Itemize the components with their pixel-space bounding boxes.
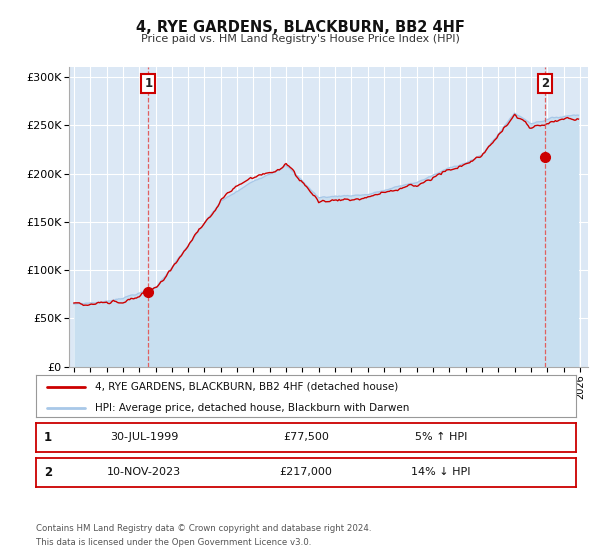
Text: Price paid vs. HM Land Registry's House Price Index (HPI): Price paid vs. HM Land Registry's House … [140, 34, 460, 44]
Text: 14% ↓ HPI: 14% ↓ HPI [411, 467, 471, 477]
Text: Contains HM Land Registry data © Crown copyright and database right 2024.: Contains HM Land Registry data © Crown c… [36, 524, 371, 533]
Text: 4, RYE GARDENS, BLACKBURN, BB2 4HF (detached house): 4, RYE GARDENS, BLACKBURN, BB2 4HF (deta… [95, 381, 398, 391]
Text: 10-NOV-2023: 10-NOV-2023 [107, 467, 181, 477]
Text: This data is licensed under the Open Government Licence v3.0.: This data is licensed under the Open Gov… [36, 538, 311, 547]
Text: 2: 2 [44, 465, 52, 479]
Text: £77,500: £77,500 [283, 432, 329, 442]
Text: 1: 1 [44, 431, 52, 444]
Text: £217,000: £217,000 [280, 467, 332, 477]
Text: 4, RYE GARDENS, BLACKBURN, BB2 4HF: 4, RYE GARDENS, BLACKBURN, BB2 4HF [136, 20, 464, 35]
Text: 1: 1 [145, 77, 152, 90]
Text: 30-JUL-1999: 30-JUL-1999 [110, 432, 178, 442]
Text: 5% ↑ HPI: 5% ↑ HPI [415, 432, 467, 442]
Text: 2: 2 [541, 77, 549, 90]
Text: HPI: Average price, detached house, Blackburn with Darwen: HPI: Average price, detached house, Blac… [95, 403, 410, 413]
